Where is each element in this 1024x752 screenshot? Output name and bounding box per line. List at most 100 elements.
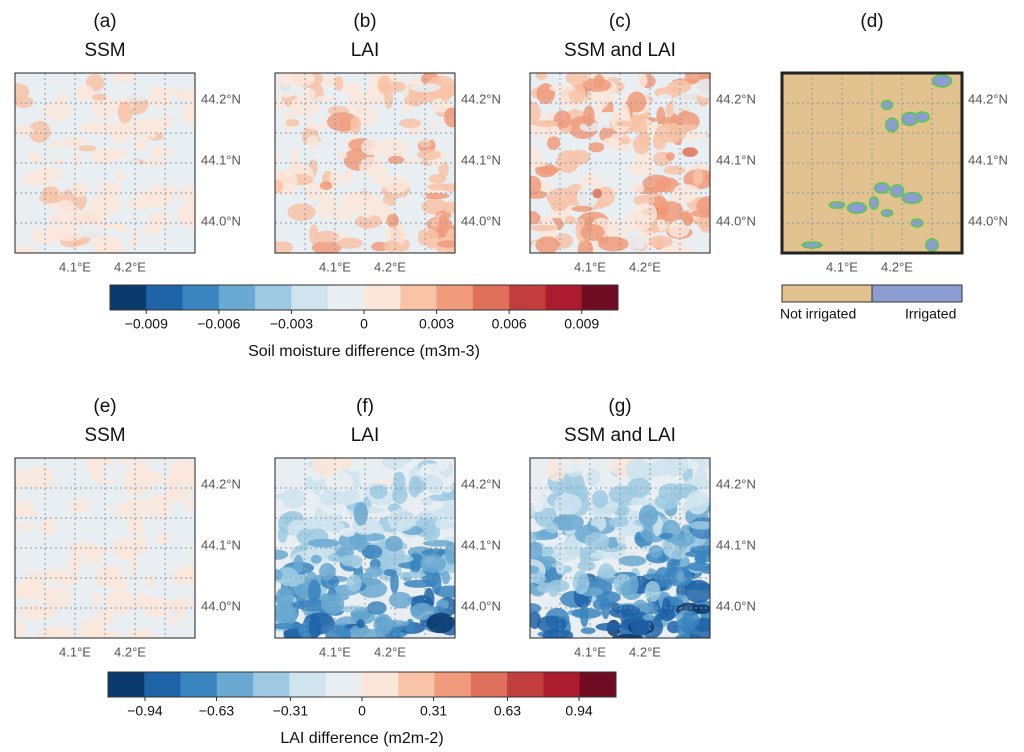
map-cell — [319, 181, 333, 190]
panel-title: SSM — [84, 40, 125, 61]
lat-tick-label: 44.2°N — [201, 476, 241, 491]
map-cell — [417, 149, 442, 160]
map-cell — [36, 588, 54, 604]
map-cell — [434, 519, 448, 529]
colorbar-swatch — [507, 672, 544, 697]
map-cell — [687, 561, 710, 572]
map-cell — [410, 602, 435, 621]
map-cell — [636, 118, 648, 138]
map-cell — [33, 166, 62, 184]
map-cell — [580, 223, 605, 241]
lon-tick-label: 4.1°E — [574, 644, 606, 659]
lon-tick-label: 4.1°E — [574, 259, 606, 274]
colorbar-swatch — [253, 672, 290, 697]
map-cell — [120, 158, 143, 181]
colorbar-swatch — [144, 672, 182, 697]
map-cell — [393, 471, 406, 492]
map-cell — [556, 458, 573, 468]
map-cell — [56, 83, 68, 96]
map-cell — [668, 221, 690, 238]
map-cell — [70, 182, 89, 197]
colorbar-swatch — [110, 285, 147, 310]
map-cell — [59, 93, 69, 102]
map-cell — [384, 87, 394, 109]
map-cell — [547, 579, 570, 592]
map-cell — [275, 170, 298, 193]
colorbar-tick-label: 0 — [360, 316, 368, 332]
map-cell — [667, 80, 692, 94]
map-cell — [150, 501, 172, 519]
map-cell — [281, 488, 306, 509]
map-cell — [146, 121, 158, 139]
map-cell — [350, 609, 376, 625]
map-cell — [690, 461, 699, 469]
map-cell — [91, 147, 117, 165]
map-cell — [55, 573, 80, 587]
map-cell — [405, 209, 426, 220]
map-cell — [638, 504, 659, 528]
map-cell — [356, 619, 365, 628]
map-cell — [275, 234, 289, 242]
map-cell — [648, 545, 664, 559]
map-cell — [325, 625, 351, 638]
map-cell — [184, 497, 195, 511]
colorbar-swatch — [543, 672, 581, 697]
colorbar-tick-label: 0.009 — [564, 316, 599, 332]
map-cell — [332, 487, 361, 506]
map-cell — [583, 105, 595, 127]
colorbar-tick-label: −0.94 — [127, 703, 163, 719]
lon-tick-label: 4.1°E — [319, 259, 351, 274]
map-cell — [15, 499, 34, 516]
map-cell — [311, 240, 342, 253]
irrigated-area — [885, 117, 899, 133]
map-cell — [74, 84, 94, 101]
map-cell — [398, 118, 422, 128]
map-cell — [342, 169, 353, 184]
map-cell — [608, 485, 635, 504]
map-cell — [297, 523, 322, 530]
colorbar-swatch — [470, 672, 508, 697]
map-cell — [417, 468, 430, 477]
map-cell — [275, 179, 284, 194]
map-cell — [627, 162, 655, 176]
map-cell — [660, 607, 675, 622]
map-cell — [648, 235, 673, 249]
map-cell — [164, 186, 176, 195]
map-cell — [689, 545, 710, 555]
map-cell — [91, 591, 101, 607]
colorbar-swatch — [325, 672, 363, 697]
map-cell — [530, 123, 561, 138]
panel-label: (c) — [609, 11, 631, 32]
map-cell — [625, 458, 651, 481]
map-cell — [145, 573, 156, 589]
map-cell — [304, 476, 314, 490]
map-cell — [340, 527, 356, 537]
map-cell — [530, 175, 542, 196]
map-cell — [369, 484, 388, 499]
map-cell — [39, 193, 63, 204]
lon-tick-label: 4.1°E — [826, 259, 858, 274]
map-cell — [685, 490, 710, 515]
map-cell — [332, 182, 360, 193]
map-cell — [536, 615, 567, 633]
map-cell — [584, 532, 610, 551]
map-cell — [166, 500, 187, 510]
map-cell — [129, 557, 138, 575]
colorbar-swatch — [255, 285, 292, 310]
colorbar-swatch — [400, 285, 438, 310]
map-frame — [14, 457, 196, 639]
map-cell — [676, 571, 685, 583]
map-cell — [531, 572, 546, 584]
map — [530, 458, 710, 638]
map-cell — [361, 544, 383, 560]
colorbar-tick-label: −0.63 — [199, 703, 235, 719]
map-cell — [586, 469, 600, 487]
map-cell — [314, 230, 339, 243]
map-cell — [670, 533, 696, 547]
map-cell — [15, 246, 37, 253]
map-cell — [174, 242, 193, 253]
lat-tick-label: 44.0°N — [461, 598, 501, 613]
map-cell — [275, 569, 283, 581]
map-cell — [420, 554, 446, 573]
map-cell — [350, 116, 362, 135]
